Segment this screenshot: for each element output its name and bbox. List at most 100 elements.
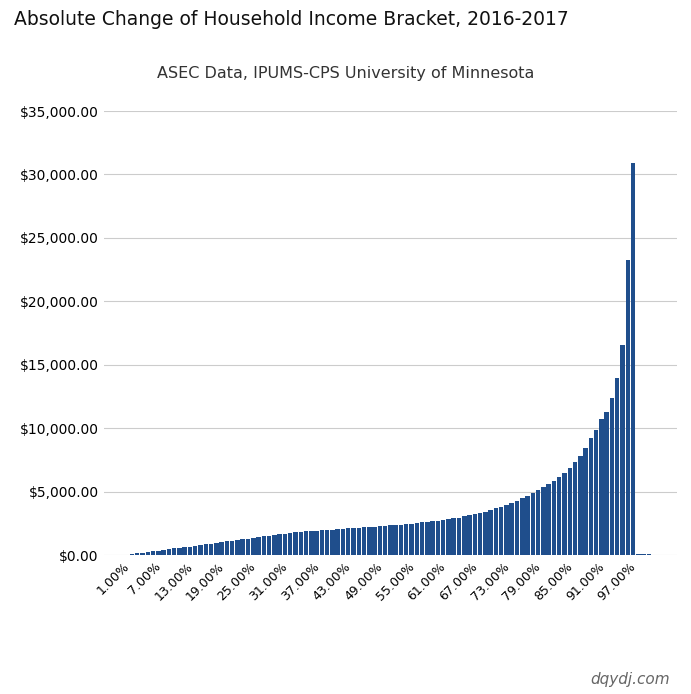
Bar bbox=[393, 525, 398, 555]
Bar bbox=[583, 448, 588, 555]
Text: ASEC Data, IPUMS-CPS University of Minnesota: ASEC Data, IPUMS-CPS University of Minne… bbox=[157, 66, 534, 81]
Bar bbox=[451, 518, 456, 555]
Bar bbox=[283, 534, 287, 555]
Bar bbox=[293, 532, 298, 555]
Bar bbox=[135, 553, 140, 555]
Bar bbox=[515, 500, 519, 555]
Bar bbox=[262, 536, 266, 555]
Bar bbox=[162, 550, 166, 555]
Bar bbox=[330, 530, 334, 555]
Bar bbox=[589, 439, 593, 555]
Bar bbox=[457, 518, 461, 555]
Bar bbox=[146, 552, 150, 555]
Bar bbox=[256, 537, 261, 555]
Bar bbox=[621, 344, 625, 555]
Bar bbox=[383, 526, 388, 555]
Bar bbox=[605, 412, 609, 555]
Bar bbox=[130, 554, 134, 555]
Bar bbox=[272, 535, 276, 555]
Bar bbox=[478, 513, 482, 555]
Bar bbox=[599, 419, 604, 555]
Bar bbox=[641, 554, 646, 555]
Bar bbox=[219, 542, 224, 555]
Bar bbox=[462, 516, 466, 555]
Bar bbox=[489, 510, 493, 555]
Bar bbox=[615, 378, 619, 555]
Bar bbox=[209, 543, 214, 555]
Bar bbox=[172, 548, 176, 555]
Bar bbox=[425, 522, 430, 555]
Bar bbox=[182, 547, 187, 555]
Bar bbox=[567, 468, 572, 555]
Bar bbox=[415, 523, 419, 555]
Bar bbox=[225, 541, 229, 555]
Bar bbox=[198, 545, 202, 555]
Bar bbox=[473, 514, 477, 555]
Bar bbox=[504, 505, 509, 555]
Text: Absolute Change of Household Income Bracket, 2016-2017: Absolute Change of Household Income Brac… bbox=[14, 10, 569, 29]
Bar bbox=[299, 532, 303, 555]
Bar bbox=[346, 528, 350, 555]
Bar bbox=[609, 398, 614, 555]
Bar bbox=[188, 547, 192, 555]
Bar bbox=[304, 532, 308, 555]
Bar bbox=[314, 531, 319, 555]
Bar bbox=[367, 527, 372, 555]
Bar bbox=[404, 524, 408, 555]
Bar bbox=[409, 523, 414, 555]
Bar bbox=[520, 498, 524, 555]
Bar bbox=[562, 473, 567, 555]
Bar bbox=[625, 260, 630, 555]
Bar bbox=[267, 536, 272, 555]
Bar bbox=[230, 541, 234, 555]
Bar bbox=[631, 163, 635, 555]
Bar bbox=[288, 533, 292, 555]
Bar bbox=[167, 549, 171, 555]
Bar bbox=[372, 527, 377, 555]
Bar bbox=[193, 546, 198, 555]
Bar bbox=[357, 527, 361, 555]
Bar bbox=[547, 484, 551, 555]
Bar bbox=[531, 493, 535, 555]
Bar bbox=[483, 511, 488, 555]
Bar bbox=[399, 525, 404, 555]
Bar bbox=[177, 548, 182, 555]
Bar bbox=[420, 523, 424, 555]
Bar bbox=[441, 520, 446, 555]
Bar bbox=[493, 509, 498, 555]
Bar bbox=[557, 477, 562, 555]
Bar bbox=[430, 521, 435, 555]
Bar bbox=[156, 550, 160, 555]
Bar bbox=[525, 496, 530, 555]
Bar bbox=[594, 430, 598, 555]
Bar bbox=[541, 487, 546, 555]
Bar bbox=[214, 543, 218, 555]
Bar bbox=[140, 552, 144, 555]
Bar bbox=[578, 455, 583, 555]
Bar bbox=[235, 540, 240, 555]
Text: dqydj.com: dqydj.com bbox=[591, 672, 670, 687]
Bar bbox=[636, 554, 641, 555]
Bar bbox=[509, 502, 514, 555]
Bar bbox=[351, 528, 356, 555]
Bar bbox=[277, 534, 282, 555]
Bar bbox=[251, 538, 256, 555]
Bar bbox=[388, 525, 392, 555]
Bar bbox=[151, 552, 155, 555]
Bar bbox=[240, 539, 245, 555]
Bar bbox=[325, 530, 330, 555]
Bar bbox=[467, 516, 472, 555]
Bar bbox=[499, 507, 504, 555]
Bar bbox=[246, 539, 250, 555]
Bar bbox=[573, 462, 577, 555]
Bar bbox=[204, 544, 208, 555]
Bar bbox=[377, 526, 382, 555]
Bar bbox=[341, 529, 346, 555]
Bar bbox=[309, 531, 314, 555]
Bar bbox=[320, 530, 324, 555]
Bar bbox=[536, 491, 540, 555]
Bar bbox=[335, 530, 340, 555]
Bar bbox=[446, 519, 451, 555]
Bar bbox=[435, 520, 440, 555]
Bar bbox=[647, 554, 651, 555]
